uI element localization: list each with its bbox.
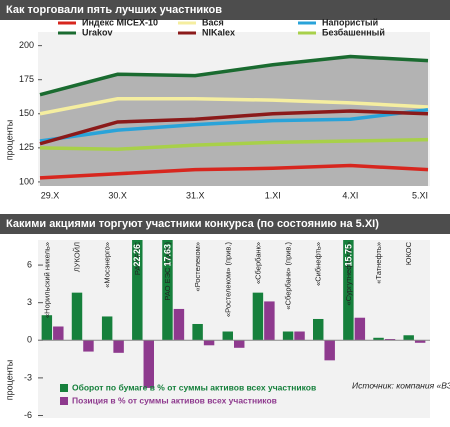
line <box>39 107 429 143</box>
bar <box>41 315 53 341</box>
bar <box>264 301 275 341</box>
x-tick-label: «Ростелеком» <box>193 242 202 291</box>
x-tick-label: «Сбербанк» (прив.) <box>284 242 293 310</box>
bar <box>324 340 335 361</box>
bar <box>282 331 294 341</box>
bar <box>403 335 414 341</box>
x-tick-label: 31.X <box>186 190 205 200</box>
legend-label: Urakov <box>82 27 113 37</box>
x-tick-label: «Мосэнерго» <box>103 242 112 288</box>
y-tick-label: 200 <box>19 40 34 50</box>
line <box>39 97 429 116</box>
bar <box>192 323 203 341</box>
legend-label: Индекс MICEX-10 <box>82 17 158 27</box>
bar <box>234 340 245 348</box>
y-tick-label: -3 <box>24 372 32 382</box>
bar <box>343 240 354 341</box>
chart-title: Как торговали пять лучших участников <box>6 4 222 16</box>
x-tick-label: 30.X <box>108 190 127 200</box>
x-tick-label: «Ростелеком» (прив.) <box>223 242 232 318</box>
x-tick-label: «Сбербанк» <box>253 242 262 284</box>
y-tick-label: 175 <box>19 74 34 84</box>
y-tick-label: 3 <box>27 297 32 307</box>
bar <box>53 326 64 341</box>
x-tick-label: «Норильский никель» <box>42 242 51 318</box>
y-tick-label: -6 <box>24 410 32 420</box>
legend-label: Безбашенный <box>322 27 385 37</box>
bar <box>173 308 185 341</box>
bars <box>41 240 426 388</box>
bar <box>143 340 154 388</box>
value-label: 22.26 <box>132 244 142 267</box>
legend-label: Оборот по бумаге в % от суммы активов вс… <box>72 382 316 392</box>
title-bar <box>0 0 450 20</box>
x-tick-label: 1.XI <box>265 190 281 200</box>
bar <box>313 318 324 341</box>
bar <box>222 331 233 341</box>
line <box>39 54 429 97</box>
bar <box>294 331 305 341</box>
title-bar <box>0 214 450 234</box>
x-tick-label: 4.XI <box>342 190 358 200</box>
bar <box>113 340 124 353</box>
bar <box>132 240 143 341</box>
y-axis-label: проценты <box>4 120 14 161</box>
bar <box>354 317 366 341</box>
bar <box>373 337 384 341</box>
y-axis-label: проценты <box>4 360 14 401</box>
x-tick-label: «Сургутнефтегаз» <box>344 242 353 305</box>
x-tick-label: 29.X <box>41 190 60 200</box>
value-label: 17.63 <box>162 244 172 267</box>
bar <box>384 339 396 341</box>
y-tick-label: 125 <box>19 142 34 152</box>
y-tick-label: 6 <box>27 259 32 269</box>
x-tick-label: РАО ЕЭС (прив.) <box>163 242 172 301</box>
bar <box>203 340 215 346</box>
legend-label: NIKalex <box>202 27 235 37</box>
source: Источник: компания «ВЭО-Открытие». <box>352 380 450 390</box>
legend-label: Позиция в % от суммы активов всех участн… <box>72 395 277 405</box>
x-tick-label: ЛУКОЙЛ <box>72 242 81 272</box>
bar <box>414 340 426 343</box>
chart-title: Какими акциями торгуют участники конкурс… <box>6 218 379 230</box>
y-tick-label: 0 <box>27 335 32 345</box>
legend-label: Напористый <box>322 17 378 27</box>
x-tick-label: «Сибнефть» <box>314 242 323 286</box>
value-label: 15.75 <box>343 244 353 267</box>
bar <box>101 316 113 341</box>
legend-swatch <box>60 384 68 392</box>
x-tick-label: «Татнефть» <box>374 242 383 284</box>
legend-swatch <box>60 397 68 405</box>
x-tick-label: 5.XI <box>412 190 428 200</box>
legend-label: Вася <box>202 17 224 27</box>
line <box>39 137 429 151</box>
bar <box>252 292 264 341</box>
line <box>39 109 429 146</box>
bar <box>83 340 94 352</box>
y-tick-label: 150 <box>19 108 34 118</box>
y-tick-label: 100 <box>19 176 34 186</box>
bar <box>71 292 83 341</box>
x-tick-label: ЮКОС <box>404 241 413 265</box>
x-tick-label: РАО ЕЭС <box>133 241 142 275</box>
bar <box>162 240 173 341</box>
line <box>39 163 429 180</box>
